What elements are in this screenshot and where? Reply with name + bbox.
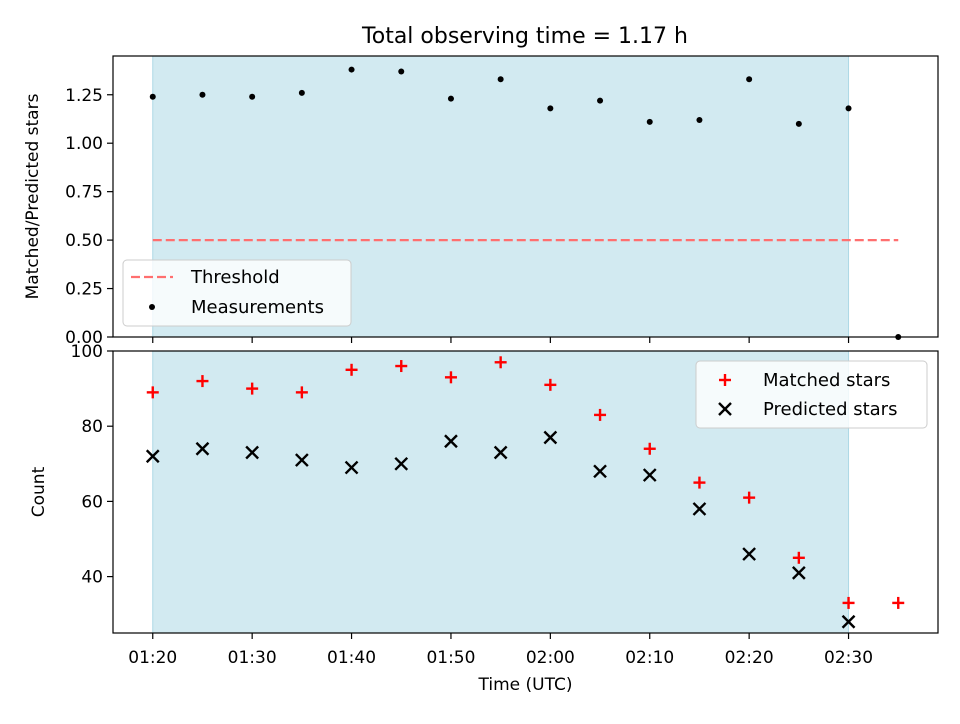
x-tick-label: 02:30 <box>824 648 873 668</box>
predicted-star-point <box>394 456 409 471</box>
matched-star-point <box>395 360 408 373</box>
predicted-star-point <box>791 565 806 580</box>
y-tick-label: 0.00 <box>65 328 103 348</box>
matched-star-point <box>643 442 656 455</box>
y-tick-label: 1.00 <box>65 134 103 154</box>
predicted-star-points <box>145 430 856 629</box>
top-legend-box <box>122 259 352 327</box>
predicted-star-point <box>444 434 458 449</box>
matched-star-point <box>693 476 706 489</box>
measurement-point <box>547 105 554 112</box>
matched-star-point <box>146 386 159 399</box>
measurement-point <box>845 105 852 112</box>
y-tick-label: 1.25 <box>65 86 103 106</box>
x-tick-label: 01:40 <box>327 648 376 668</box>
measurement-point <box>646 118 653 125</box>
x-tick-label: 02:00 <box>526 648 575 668</box>
measurement-point <box>746 76 753 83</box>
predicted-star-point <box>145 449 160 464</box>
matched-star-point <box>892 596 905 609</box>
measurement-point <box>795 120 802 127</box>
bottom-panel: 40 60 80 100 01:20 01:30 01:40 01:50 02:00 02:10… <box>29 342 939 695</box>
bottom-y-axis-label: Count <box>29 466 49 517</box>
predicted-star-point <box>344 460 359 475</box>
predicted-star-point <box>295 453 309 467</box>
bottom-axes-frame <box>112 350 939 634</box>
y-tick-label: 40 <box>81 568 103 588</box>
predicted-star-point <box>245 445 260 460</box>
legend-predicted-label: Predicted stars <box>763 399 897 420</box>
measurement-point <box>696 116 703 123</box>
top-axes-frame <box>112 55 939 338</box>
y-tick-label: 0.75 <box>65 183 103 203</box>
x-tick-label: 02:10 <box>625 648 674 668</box>
measurement-point <box>398 68 405 75</box>
measurement-point <box>199 91 206 98</box>
predicted-star-point <box>692 502 707 516</box>
x-tick-label: 01:20 <box>128 648 177 668</box>
predicted-star-point <box>543 430 558 445</box>
legend-threshold-label: Threshold <box>190 267 280 288</box>
matched-star-point <box>743 491 756 504</box>
top-panel: 0.00 0.25 0.50 0.75 1.00 1.25 Matched/Predict… <box>23 55 939 348</box>
legend-predicted-swatch <box>718 402 732 416</box>
measurement-point <box>348 66 355 73</box>
legend-measurement-swatch <box>149 304 155 310</box>
predicted-star-point <box>642 468 657 482</box>
predicted-star-point <box>742 547 756 561</box>
top-x-ticks <box>152 337 850 343</box>
matched-star-point <box>196 375 209 388</box>
matched-star-points <box>146 356 905 609</box>
predicted-star-point <box>195 441 210 456</box>
matched-star-point <box>842 596 855 609</box>
measurement-point <box>149 93 156 100</box>
legend-plus-marker <box>719 374 731 386</box>
bottom-y-ticks: 40 60 80 100 <box>71 342 113 588</box>
measurement-point <box>298 89 305 96</box>
predicted-star-point <box>841 614 856 629</box>
top-legend: Threshold Measurements <box>122 259 352 327</box>
matched-star-point <box>246 382 259 395</box>
x-axis-label: Time (UTC) <box>478 675 573 695</box>
y-tick-label: 60 <box>81 492 103 512</box>
top-y-ticks: 0.00 0.25 0.50 0.75 1.00 1.25 <box>65 86 113 348</box>
matched-star-point <box>494 356 507 369</box>
measurement-point <box>447 95 454 102</box>
predicted-star-point <box>593 464 607 479</box>
bottom-legend-box <box>695 360 928 429</box>
x-tick-label: 01:50 <box>426 648 475 668</box>
legend-measurements-label: Measurements <box>191 297 324 318</box>
matched-star-point <box>295 386 308 399</box>
matched-star-point <box>444 371 457 384</box>
measurement-point <box>249 93 256 100</box>
measurement-point <box>497 76 504 83</box>
matched-star-point <box>594 408 607 421</box>
x-tick-label: 02:20 <box>725 648 774 668</box>
x-tick-label: 01:30 <box>228 648 277 668</box>
measurement-points <box>149 66 902 340</box>
matched-star-point <box>345 363 358 376</box>
y-tick-label: 0.25 <box>65 280 103 300</box>
chart-title: Total observing time = 1.17 h <box>361 24 688 49</box>
top-y-axis-label: Matched/Predicted stars <box>23 93 43 299</box>
legend-matched-label: Matched stars <box>763 370 890 391</box>
legend-matched-swatch <box>719 374 731 386</box>
matched-star-point <box>544 378 557 391</box>
predicted-star-point <box>493 445 508 460</box>
measurement-point <box>597 97 604 104</box>
matched-star-point <box>792 551 805 564</box>
bottom-legend: Matched stars Predicted stars <box>695 360 928 429</box>
y-tick-label: 80 <box>81 417 103 437</box>
y-tick-label: 100 <box>71 342 103 362</box>
bottom-x-ticks: 01:20 01:30 01:40 01:50 02:00 02:10 02:20 02:30 <box>128 633 873 668</box>
y-tick-label: 0.50 <box>65 231 103 251</box>
legend-cross-marker <box>718 402 732 416</box>
